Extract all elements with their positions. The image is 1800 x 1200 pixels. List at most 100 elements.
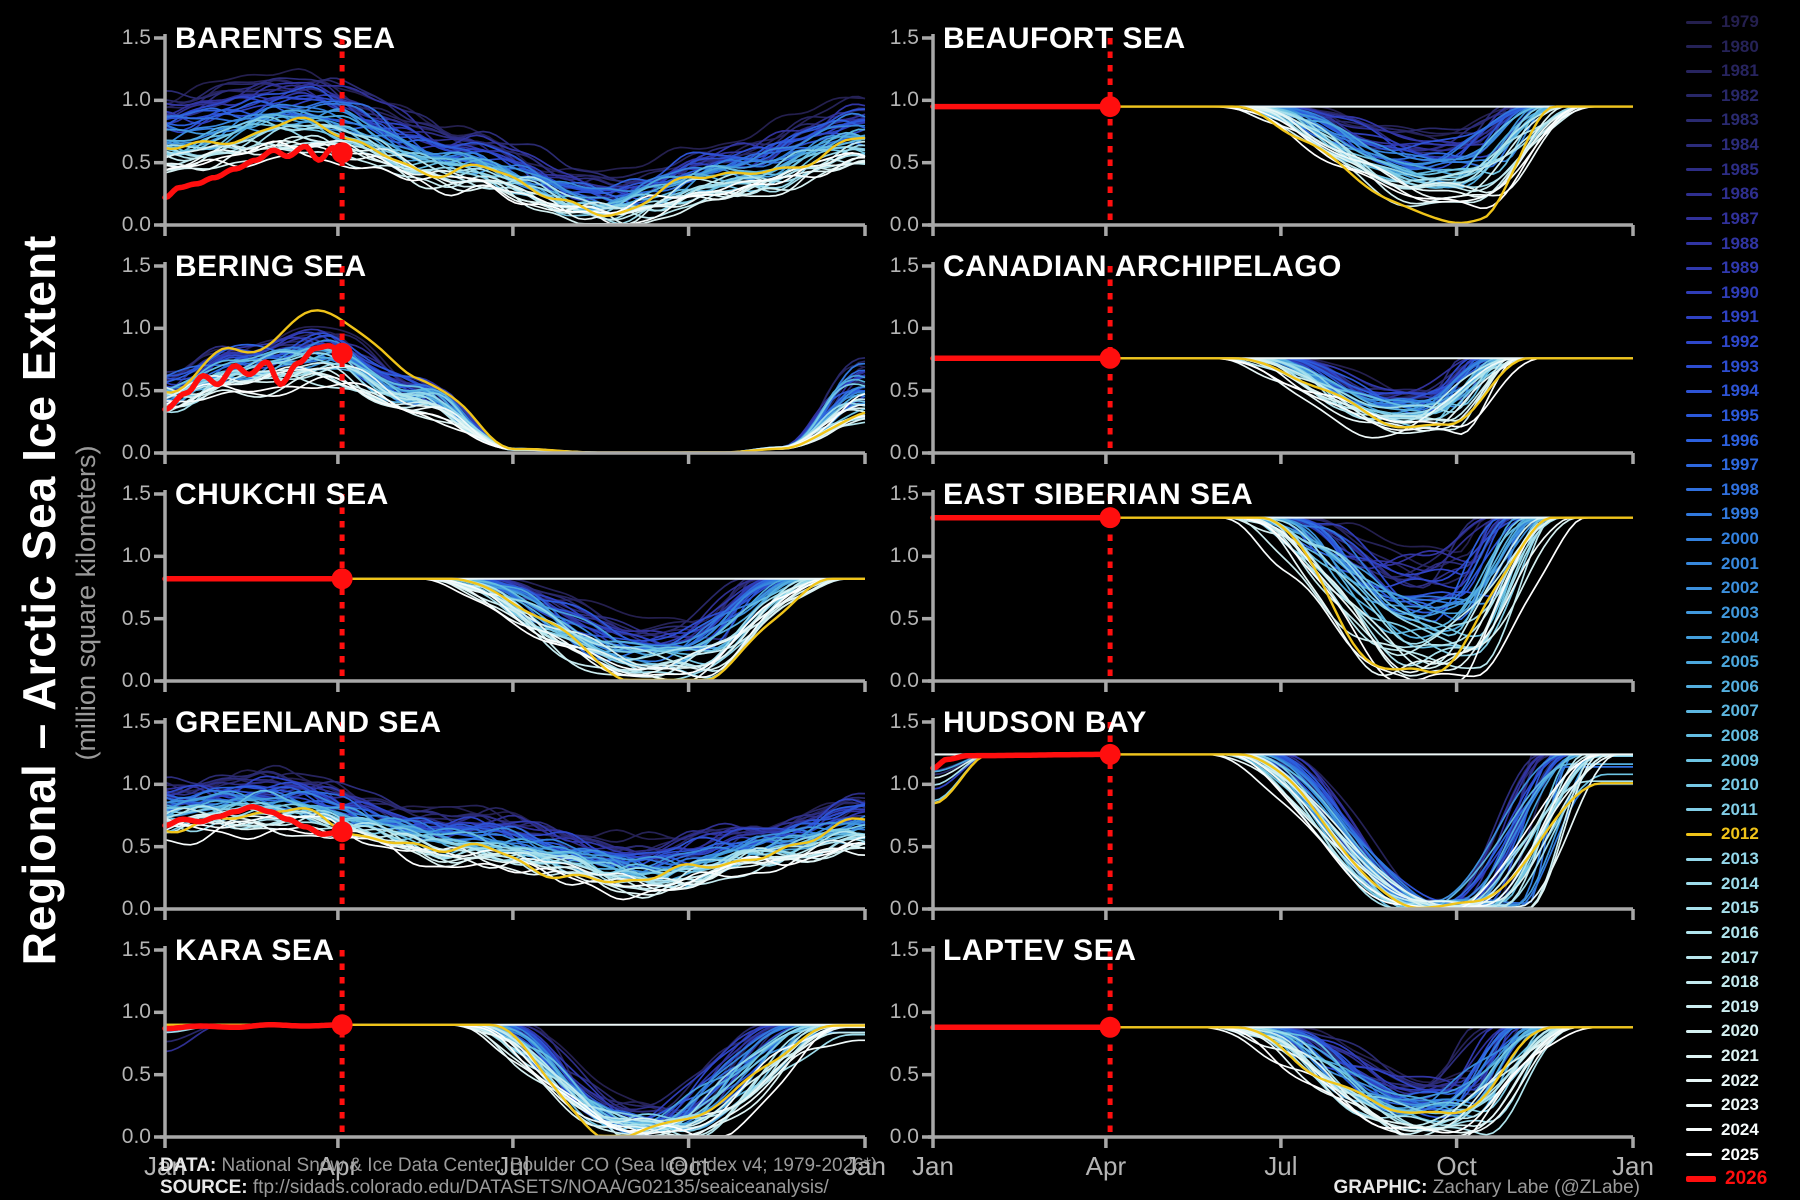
footer-source-text: ftp://sidads.colorado.edu/DATASETS/NOAA/…	[247, 1177, 829, 1198]
legend-entry-2013: 2013	[1686, 848, 1759, 870]
y-tick-label: 1.0	[121, 88, 151, 112]
y-tick-label: 1.5	[889, 254, 919, 277]
legend-line-swatch	[1686, 636, 1712, 639]
legend-line-swatch	[1686, 1054, 1712, 1058]
plot-area	[154, 718, 867, 920]
legend-year-label: 1985	[1721, 159, 1759, 179]
year-line-2018	[164, 134, 866, 221]
legend-entry-1979: 1979	[1686, 11, 1759, 33]
legend-entry-2008: 2008	[1686, 725, 1759, 747]
current-value-marker	[1099, 96, 1121, 118]
region-title: BARENTS SEA	[175, 22, 396, 55]
subplot-hudson-bay: HUDSON BAY 1.5 1.0 0.5 0.0	[890, 706, 1635, 920]
legend-line-swatch	[1686, 291, 1712, 295]
legend-entry-2011: 2011	[1686, 799, 1758, 821]
legend-line-swatch	[1686, 808, 1712, 812]
x-tick-label: Oct	[1436, 1151, 1477, 1181]
y-tick-label: 0.5	[889, 378, 919, 402]
legend-entry-2002: 2002	[1686, 577, 1759, 599]
legend-entry-2001: 2001	[1686, 553, 1759, 575]
subplot-barents-sea: BARENTS SEA 1.5 1.0 0.5 0.0	[122, 22, 867, 236]
legend-entry-1996: 1996	[1686, 430, 1759, 452]
region-title: HUDSON BAY	[943, 706, 1147, 739]
legend-line-swatch	[1686, 512, 1712, 516]
legend-entry-2016: 2016	[1686, 922, 1759, 944]
y-tick-label: 1.0	[889, 316, 919, 340]
legend-line-swatch	[1686, 931, 1712, 935]
legend-year-label: 2004	[1721, 627, 1759, 647]
legend-entry-2018: 2018	[1686, 971, 1759, 993]
legend-year-label: 1995	[1721, 405, 1759, 425]
legend-year-label: 2018	[1721, 972, 1759, 992]
legend-entry-1989: 1989	[1686, 257, 1759, 279]
y-tick-label: 0.5	[121, 606, 151, 630]
legend-entry-2014: 2014	[1686, 873, 1759, 895]
current-value-marker	[1099, 507, 1121, 529]
year-line-2025	[164, 382, 866, 454]
footer-source-label: SOURCE:	[160, 1177, 248, 1198]
y-tick-label: 1.5	[889, 26, 919, 49]
legend-year-label: 2009	[1721, 750, 1759, 770]
legend-entry-2017: 2017	[1686, 947, 1759, 969]
current-value-marker	[1099, 347, 1121, 369]
year-line-2023	[164, 365, 866, 454]
legend-entry-2003: 2003	[1686, 602, 1759, 624]
year-line-2026	[162, 1022, 345, 1032]
legend-line-swatch	[1686, 1153, 1712, 1157]
year-line-1986	[164, 342, 866, 454]
subplot-greenland-sea: GREENLAND SEA 1.5 1.0 0.5 0.0	[122, 706, 867, 920]
legend-line-swatch	[1686, 242, 1712, 246]
y-tick-label: 1.5	[889, 482, 919, 505]
legend-entry-2012: 2012	[1686, 823, 1759, 845]
legend-entry-2005: 2005	[1686, 651, 1759, 673]
region-title: BEAUFORT SEA	[943, 22, 1186, 55]
y-tick-label: 0.0	[121, 897, 151, 920]
year-line-2012	[164, 807, 866, 884]
legend-entry-1998: 1998	[1686, 479, 1759, 501]
year-line-2026	[162, 804, 345, 837]
x-tick-label: Apr	[1085, 1151, 1127, 1181]
legend-entry-1983: 1983	[1686, 109, 1759, 131]
plot-area	[922, 490, 1635, 692]
legend-line-swatch	[1686, 1103, 1712, 1107]
legend-line-swatch	[1686, 463, 1712, 467]
year-line-1991	[164, 342, 866, 454]
legend-year-label: 1980	[1721, 36, 1759, 56]
year-line-2026	[162, 143, 345, 201]
legend-year-label: 2003	[1721, 602, 1759, 622]
legend-year-label: 1996	[1721, 430, 1759, 450]
legend-line-swatch	[1686, 1005, 1712, 1009]
y-tick-label: 1.5	[889, 938, 919, 961]
y-tick-label: 1.0	[889, 544, 919, 568]
year-line-2017	[164, 807, 865, 890]
y-tick-label: 0.5	[889, 1062, 919, 1086]
legend-line-swatch	[1686, 20, 1712, 24]
y-tick-label: 1.5	[121, 938, 151, 961]
y-tick-label: 0.5	[121, 150, 151, 174]
legend-entry-2023: 2023	[1686, 1094, 1759, 1116]
x-tick-label: Jan	[844, 1151, 886, 1181]
subplot-east-siberian-sea: EAST SIBERIAN SEA 1.5 1.0 0.5 0.0	[890, 478, 1635, 692]
subplot-bering-sea: BERING SEA 1.5 1.0 0.5 0.0	[122, 250, 867, 464]
y-tick-label: 0.5	[889, 606, 919, 630]
plot-area	[154, 262, 867, 464]
legend-year-label: 1981	[1721, 61, 1759, 81]
year-line-1986	[164, 785, 866, 856]
y-tick-label: 1.0	[121, 1000, 151, 1024]
year-line-1990	[164, 331, 866, 454]
y-tick-label: 0.0	[889, 897, 919, 920]
legend-line-swatch	[1686, 783, 1712, 787]
legend-year-label: 2017	[1721, 947, 1759, 967]
y-tick-label: 0.0	[121, 213, 151, 236]
legend-line-swatch	[1686, 1128, 1712, 1132]
legend-line-swatch	[1686, 685, 1712, 689]
legend-year-label: 1993	[1721, 356, 1759, 376]
legend-year-label: 2006	[1721, 676, 1759, 696]
legend-year-label: 2015	[1721, 898, 1759, 918]
current-value-marker	[331, 1014, 353, 1036]
legend-entry-2022: 2022	[1686, 1070, 1759, 1092]
legend-entry-2026: 2026	[1686, 1168, 1767, 1190]
legend-year-label: 2008	[1721, 725, 1759, 745]
legend-entry-2007: 2007	[1686, 700, 1759, 722]
year-line-1994	[933, 357, 1633, 406]
